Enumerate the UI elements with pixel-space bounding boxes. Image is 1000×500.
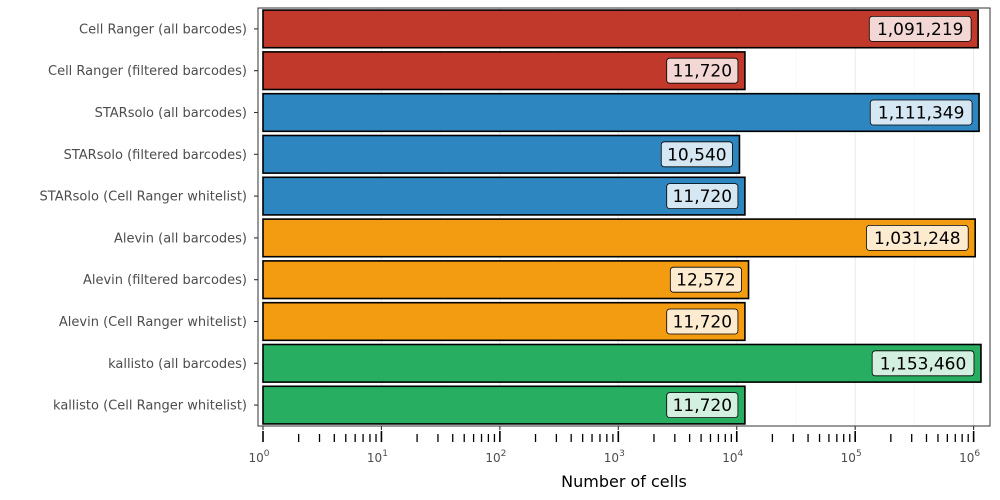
bar — [262, 218, 977, 258]
category-label: Alevin (filtered barcodes) — [83, 273, 247, 288]
bar — [262, 134, 741, 174]
value-label: 1,111,349 — [878, 104, 965, 124]
bar — [262, 343, 982, 383]
value-label-box — [666, 308, 739, 335]
category-label: Cell Ranger (all barcodes) — [79, 22, 247, 37]
value-label-box — [866, 224, 969, 251]
x-tick-label-base: 10 — [248, 451, 263, 465]
value-label: 11,720 — [673, 396, 732, 416]
x-axis-title: Number of cells — [561, 472, 687, 491]
value-label-box — [871, 350, 975, 377]
x-tick-label: 103 — [604, 449, 625, 465]
y-axis: Cell Ranger (all barcodes) Cell Ranger (f… — [40, 22, 258, 414]
bar — [262, 9, 979, 49]
value-label-box — [869, 99, 973, 126]
x-tick-label: 101 — [367, 449, 388, 465]
value-label-box — [666, 57, 739, 84]
x-tick-label: 105 — [841, 449, 862, 465]
value-label: 12,572 — [676, 271, 735, 291]
x-tick-label-exponent: 0 — [264, 449, 270, 459]
x-tick-label-base: 10 — [485, 451, 500, 465]
value-label-box — [666, 392, 739, 419]
value-label-box — [868, 15, 972, 42]
category-label: Alevin (all barcodes) — [114, 231, 247, 246]
bar — [262, 92, 980, 133]
x-axis: 100 101 102 103 104 105 106 — [248, 426, 980, 465]
x-tick-label-exponent: 3 — [619, 449, 625, 459]
value-label: 11,720 — [673, 313, 732, 333]
x-tick-label-exponent: 2 — [501, 449, 507, 459]
x-tick-label-base: 10 — [367, 451, 382, 465]
category-label: Cell Ranger (filtered barcodes) — [48, 64, 247, 79]
x-tick-label-base: 10 — [959, 451, 974, 465]
bar — [262, 260, 750, 300]
value-label: 1,091,219 — [877, 20, 964, 40]
value-label: 1,031,248 — [874, 229, 961, 249]
category-label: STARsolo (filtered barcodes) — [64, 148, 247, 163]
x-tick-label: 102 — [485, 449, 506, 465]
x-tick-label: 100 — [248, 449, 269, 465]
x-tick-label-base: 10 — [841, 451, 856, 465]
x-tick-label: 104 — [722, 449, 743, 465]
value-label: 10,540 — [667, 145, 726, 165]
value-label: 11,720 — [673, 62, 732, 82]
bar — [262, 51, 746, 91]
x-tick-label-exponent: 4 — [738, 449, 744, 459]
x-tick-label-base: 10 — [604, 451, 619, 465]
bars: 1,091,219 11,720 1,111,349 10,540 11,720 1,03… — [262, 9, 982, 425]
bar — [262, 301, 746, 342]
category-label: STARsolo (Cell Ranger whitelist) — [40, 190, 247, 205]
category-label: Alevin (Cell Ranger whitelist) — [59, 315, 247, 330]
value-label: 1,153,460 — [880, 354, 967, 374]
x-tick-label: 106 — [959, 449, 980, 465]
x-tick-label-base: 10 — [722, 451, 737, 465]
bar — [262, 176, 746, 216]
value-label-box — [669, 266, 742, 293]
x-tick-label-exponent: 1 — [382, 449, 388, 459]
category-label: kallisto (all barcodes) — [108, 357, 247, 372]
panel-border — [257, 7, 991, 427]
value-label-box — [666, 183, 739, 210]
value-label: 11,720 — [673, 187, 732, 207]
bar — [262, 385, 746, 425]
x-tick-label-exponent: 6 — [974, 449, 980, 459]
x-tick-label-exponent: 5 — [856, 449, 862, 459]
value-label-box — [660, 141, 733, 168]
category-label: STARsolo (all barcodes) — [95, 106, 247, 121]
category-label: kallisto (Cell Ranger whitelist) — [53, 399, 247, 414]
